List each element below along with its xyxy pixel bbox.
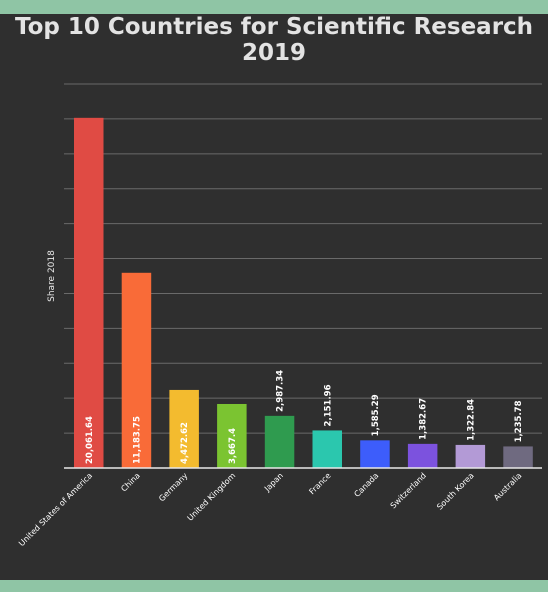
- data-label: 2,151.96: [323, 384, 333, 426]
- bar: [217, 403, 247, 468]
- bar: [74, 117, 104, 468]
- chart-title-line-1: Top 10 Countries for Scientific Research: [14, 14, 534, 40]
- bottom-band: [0, 580, 548, 592]
- value-labels: 20,061.64 11,183.75 4,472.62 3,667.4 2,987.3…: [85, 370, 524, 464]
- chart-title: Top 10 Countries for Scientific Research…: [0, 14, 548, 66]
- x-tick-label: United States of America: [17, 471, 94, 548]
- x-tick-label: South Korea: [435, 471, 476, 512]
- data-label: 1,235.78: [514, 400, 524, 442]
- top-band: [0, 0, 548, 14]
- bars: [74, 117, 533, 468]
- x-tick-label: Japan: [262, 471, 285, 494]
- data-label: 1,322.84: [466, 399, 476, 441]
- x-tick-label: France: [307, 471, 332, 496]
- bar: [455, 444, 486, 468]
- data-label: 11,183.75: [132, 416, 142, 464]
- data-label: 1,585.29: [371, 394, 381, 436]
- x-tick-labels: United States of America China GermanyUnit…: [17, 471, 523, 548]
- data-label: 20,061.64: [85, 416, 95, 464]
- data-label: 1,382.67: [419, 398, 429, 440]
- bar: [264, 415, 295, 468]
- bar: [360, 440, 390, 468]
- data-label: 3,667.4: [228, 428, 238, 464]
- bar: [407, 443, 438, 468]
- bar: [312, 430, 342, 468]
- data-label: 2,987.34: [276, 370, 286, 412]
- x-tick-label: Switzerland: [389, 471, 428, 510]
- x-tick-label: Canada: [352, 471, 380, 499]
- x-tick-label: Germany: [157, 471, 190, 504]
- x-tick-label: United Kingdom: [185, 471, 237, 523]
- bar: [503, 446, 533, 468]
- data-label: 4,472.62: [180, 422, 190, 464]
- x-tick-label: China: [119, 471, 142, 494]
- gridlines: [64, 83, 542, 434]
- x-tick-label: Australia: [492, 471, 523, 502]
- y-axis-label: Share 2018: [47, 250, 57, 302]
- chart-title-line-2: 2019: [241, 40, 306, 66]
- bar: [121, 272, 152, 468]
- bar: [169, 389, 199, 468]
